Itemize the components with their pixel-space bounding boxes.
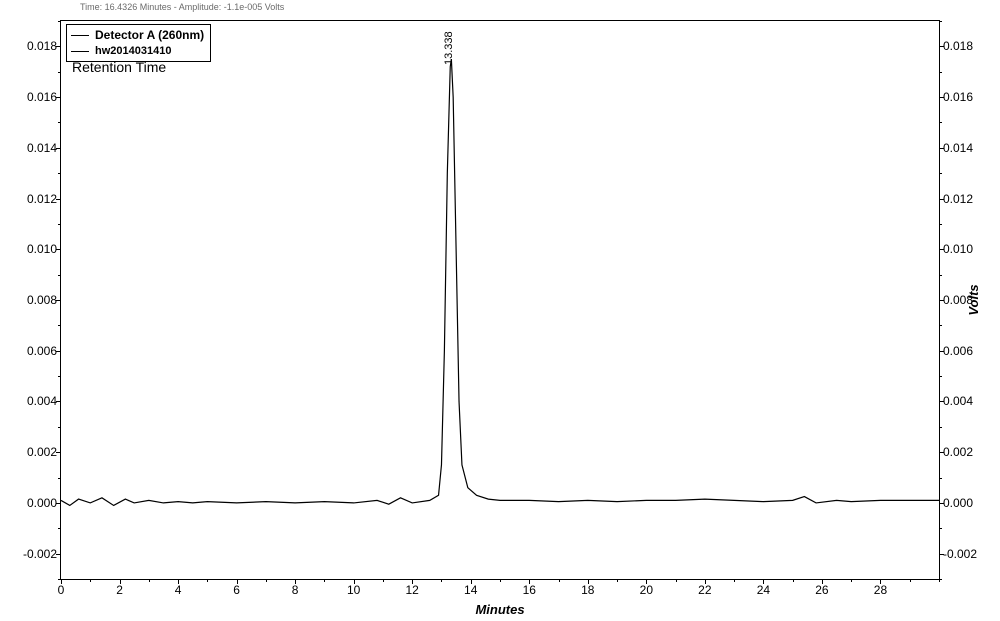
x-tick-label: 20 [640, 583, 653, 597]
plot-area: Detector A (260nm) hw2014031410 Retentio… [60, 20, 940, 580]
y-minor-tick [939, 224, 942, 225]
y-tick-label-right: -0.002 [943, 547, 977, 561]
x-minor-tick [266, 579, 267, 582]
x-tick-label: 8 [292, 583, 299, 597]
x-minor-tick [939, 579, 940, 582]
chromatogram-line [61, 21, 939, 579]
y-tick-label-right: 0.012 [943, 192, 973, 206]
x-tick-label: 16 [523, 583, 536, 597]
x-tick-label: 14 [464, 583, 477, 597]
x-minor-tick [90, 579, 91, 582]
x-tick-label: 22 [698, 583, 711, 597]
header-status: Time: 16.4326 Minutes - Amplitude: -1.1e… [80, 2, 284, 12]
y-minor-tick [939, 275, 942, 276]
y-tick-label-right: 0.004 [943, 394, 973, 408]
x-tick-label: 12 [406, 583, 419, 597]
y-minor-tick [939, 21, 942, 22]
x-tick-label: 10 [347, 583, 360, 597]
y-tick-label-left: 0.016 [27, 90, 57, 104]
y-minor-tick [939, 478, 942, 479]
y-tick-label-right: 0.014 [943, 141, 973, 155]
legend-line-icon [71, 51, 89, 52]
x-tick-label: 18 [581, 583, 594, 597]
y-tick-label-right: 0.018 [943, 39, 973, 53]
x-minor-tick [149, 579, 150, 582]
y-minor-tick [939, 173, 942, 174]
x-minor-tick [207, 579, 208, 582]
x-minor-tick [324, 579, 325, 582]
y-tick-label-left: 0.018 [27, 39, 57, 53]
chromatogram-container: Time: 16.4326 Minutes - Amplitude: -1.1e… [0, 0, 1000, 621]
legend-box: Detector A (260nm) hw2014031410 [66, 24, 211, 62]
y-axis-title: Volts [966, 284, 981, 315]
x-minor-tick [851, 579, 852, 582]
peak-rt-label: 13.338 [443, 31, 455, 65]
y-tick-label-left: 0.002 [27, 445, 57, 459]
y-minor-tick [939, 72, 942, 73]
x-tick-label: 26 [815, 583, 828, 597]
y-tick-label-left: 0.012 [27, 192, 57, 206]
x-minor-tick [793, 579, 794, 582]
y-minor-tick [939, 325, 942, 326]
y-tick-label-left: -0.002 [23, 547, 57, 561]
retention-time-label: Retention Time [72, 59, 166, 75]
y-minor-tick [939, 376, 942, 377]
legend-detector-label: Detector A (260nm) [95, 27, 204, 44]
y-tick-label-right: 0.010 [943, 242, 973, 256]
x-minor-tick [559, 579, 560, 582]
legend-line-icon [71, 35, 89, 36]
x-minor-tick [676, 579, 677, 582]
x-tick-label: 0 [58, 583, 65, 597]
legend-sample-name: hw2014031410 [95, 44, 171, 59]
y-tick-label-left: 0.008 [27, 293, 57, 307]
y-tick-label-left: 0.000 [27, 496, 57, 510]
x-minor-tick [910, 579, 911, 582]
x-tick-label: 6 [233, 583, 240, 597]
x-tick-label: 28 [874, 583, 887, 597]
y-tick-label-left: 0.010 [27, 242, 57, 256]
x-minor-tick [734, 579, 735, 582]
x-minor-tick [441, 579, 442, 582]
y-minor-tick [939, 122, 942, 123]
x-tick-label: 2 [116, 583, 123, 597]
y-tick-label-left: 0.014 [27, 141, 57, 155]
x-tick-label: 24 [757, 583, 770, 597]
y-tick-label-left: 0.006 [27, 344, 57, 358]
y-tick-label-right: 0.016 [943, 90, 973, 104]
x-tick-label: 4 [175, 583, 182, 597]
y-tick-label-right: 0.000 [943, 496, 973, 510]
x-minor-tick [500, 579, 501, 582]
x-minor-tick [617, 579, 618, 582]
x-minor-tick [383, 579, 384, 582]
y-tick-label-right: 0.002 [943, 445, 973, 459]
x-axis-title: Minutes [475, 602, 524, 617]
y-minor-tick [939, 427, 942, 428]
y-tick-label-left: 0.004 [27, 394, 57, 408]
y-minor-tick [939, 528, 942, 529]
y-tick-label-right: 0.006 [943, 344, 973, 358]
